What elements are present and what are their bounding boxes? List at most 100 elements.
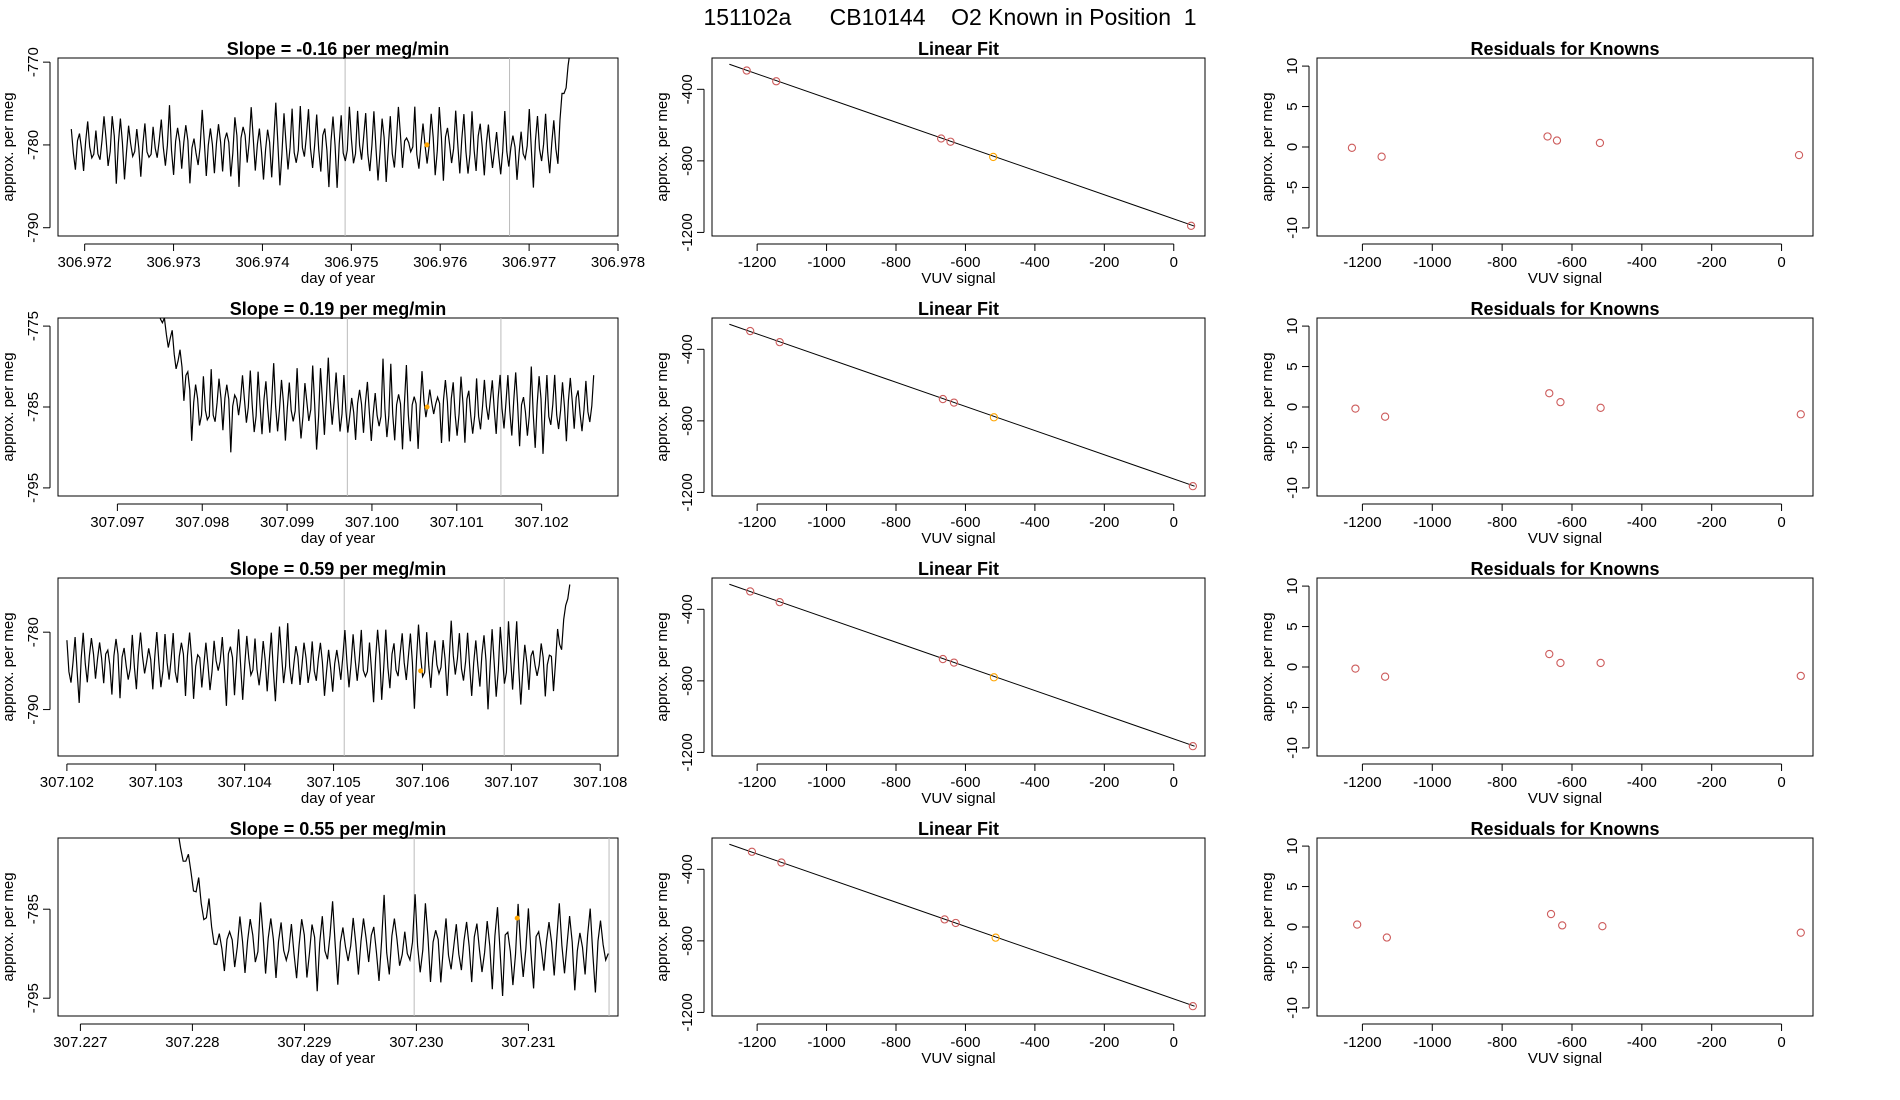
x-tick-label: 307.227 xyxy=(53,1034,107,1051)
fit-line xyxy=(729,63,1195,227)
data-trace xyxy=(70,58,570,188)
panel-4-3: Residuals for Knowns-1200 -1000 -800 -600 -4… xyxy=(1259,819,1814,1067)
panel-title: Linear Fit xyxy=(918,39,999,59)
plot-area xyxy=(729,583,1197,751)
y-tick-label: -400 xyxy=(679,594,696,624)
x-tick-label: -1200 xyxy=(738,254,776,271)
y-axis-label: approx. per meg xyxy=(0,352,17,461)
panel-4-2: Linear Fit -1200 -1000 -800 -600 -400 -200 0 VUV… xyxy=(654,819,1206,1067)
plot-frame xyxy=(711,317,1206,497)
known-point xyxy=(1188,1002,1197,1011)
y-tick-label: -400 xyxy=(679,334,696,364)
y-axis-label: approx. per meg xyxy=(0,872,17,981)
panel-title: Residuals for Knowns xyxy=(1470,819,1659,839)
y-tick-label: -790 xyxy=(25,213,42,243)
known-point xyxy=(1552,136,1562,145)
x-tick-label: 307.101 xyxy=(430,514,484,531)
y-tick-label: -10 xyxy=(1284,737,1301,759)
x-tick-label: -600 xyxy=(1557,254,1587,271)
x-axis-label: day of year xyxy=(301,270,375,287)
x-tick-label: -800 xyxy=(881,254,911,271)
x-tick-label: -800 xyxy=(881,514,911,531)
y-tick-label: -5 xyxy=(1284,181,1301,194)
known-point xyxy=(1596,403,1605,412)
x-axis-label: VUV signal xyxy=(921,270,995,287)
x-tick-label: -600 xyxy=(1557,514,1587,531)
y-tick-label: -400 xyxy=(679,854,696,884)
x-tick-label: -400 xyxy=(1020,1034,1050,1051)
panel-title: Slope = 0.59 per meg/min xyxy=(230,559,447,579)
x-tick-label: -600 xyxy=(1557,774,1587,791)
panel-4-1: Slope = 0.55 per meg/min 307.227 307.228 30… xyxy=(0,819,619,1067)
highlight-point xyxy=(424,142,430,148)
plot-area xyxy=(178,838,610,1016)
known-point xyxy=(951,918,960,928)
x-tick-label: -400 xyxy=(1020,514,1050,531)
data-trace xyxy=(159,318,595,454)
known-point xyxy=(1796,928,1805,937)
x-tick-label: -600 xyxy=(950,514,980,531)
x-axis-label: day of year xyxy=(301,790,375,807)
data-trace xyxy=(178,838,609,997)
y-tick-label: -1200 xyxy=(679,993,696,1031)
known-point xyxy=(1558,921,1567,930)
x-tick-label: -1000 xyxy=(807,1034,845,1051)
x-axis-label: VUV signal xyxy=(1528,1050,1602,1067)
y-tick-label: 10 xyxy=(1284,578,1301,595)
y-axis-label: approx. per meg xyxy=(654,92,671,201)
known-point xyxy=(1351,404,1360,413)
known-point xyxy=(1556,397,1565,407)
y-tick-label: -800 xyxy=(679,146,696,176)
y-axis-label: approx. per meg xyxy=(0,92,17,201)
known-point xyxy=(1188,742,1197,751)
known-point xyxy=(1595,138,1605,148)
panel-3-2: Linear Fit -1200 -1000 -800 -600 -400 -200 0 VUV… xyxy=(654,559,1206,807)
x-tick-label: -800 xyxy=(1487,514,1517,531)
x-tick-label: -1000 xyxy=(1413,254,1451,271)
panel-2-3: Residuals for Knowns-1200 -1000 -800 -600 -4… xyxy=(1259,299,1814,547)
plot-area xyxy=(1347,132,1804,161)
y-tick-label: -800 xyxy=(679,926,696,956)
known-point xyxy=(1353,920,1362,929)
panel-title: Linear Fit xyxy=(918,819,999,839)
highlight-point xyxy=(989,673,999,682)
panel-1-2: Linear Fit -1200 -1000 -800 -600 -400 -200 0 VUV… xyxy=(654,39,1206,287)
y-tick-label: -775 xyxy=(25,311,42,341)
fit-line xyxy=(729,323,1195,487)
y-tick-label: -1200 xyxy=(679,213,696,251)
x-tick-label: -600 xyxy=(1557,1034,1587,1051)
x-tick-label: -800 xyxy=(1487,774,1517,791)
x-tick-label: -1000 xyxy=(807,774,845,791)
x-tick-label: -200 xyxy=(1089,1034,1119,1051)
x-tick-label: 0 xyxy=(1777,254,1785,271)
plot-area xyxy=(729,843,1197,1011)
x-tick-label: 307.231 xyxy=(501,1034,555,1051)
y-tick-label: -5 xyxy=(1284,441,1301,454)
x-tick-label: 0 xyxy=(1170,1034,1178,1051)
y-tick-label: -5 xyxy=(1284,961,1301,974)
x-tick-label: 307.100 xyxy=(345,514,399,531)
y-tick-label: 5 xyxy=(1284,102,1301,110)
x-tick-label: -1200 xyxy=(1343,254,1381,271)
panel-title: Slope = 0.19 per meg/min xyxy=(230,299,447,319)
x-tick-label: -1200 xyxy=(738,514,776,531)
y-tick-label: 0 xyxy=(1284,663,1301,671)
highlight-point xyxy=(418,668,424,674)
y-tick-label: -800 xyxy=(679,666,696,696)
panel-3-1: Slope = 0.59 per meg/min 307.102 307.103 30… xyxy=(0,559,627,807)
x-tick-label: -200 xyxy=(1089,774,1119,791)
x-tick-label: -600 xyxy=(950,774,980,791)
plot-area xyxy=(729,323,1197,491)
x-tick-label: 306.972 xyxy=(58,254,112,271)
known-point xyxy=(946,137,955,146)
x-tick-label: -400 xyxy=(1627,1034,1657,1051)
known-point xyxy=(777,858,786,867)
x-tick-label: -400 xyxy=(1627,774,1657,791)
x-tick-label: -200 xyxy=(1697,254,1727,271)
known-point xyxy=(1347,143,1357,152)
known-point xyxy=(1545,649,1554,659)
x-tick-label: 307.230 xyxy=(389,1034,443,1051)
y-tick-label: -770 xyxy=(25,47,42,77)
x-tick-label: -200 xyxy=(1089,254,1119,271)
data-trace xyxy=(66,584,571,710)
